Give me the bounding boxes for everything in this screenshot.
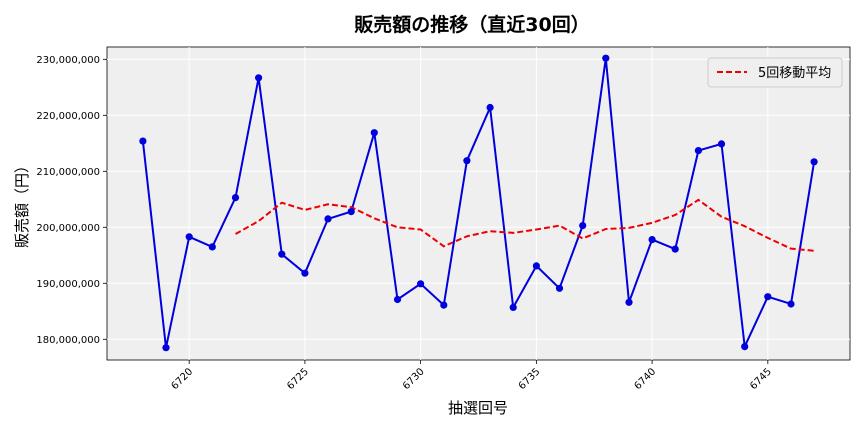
sales-point (370, 129, 378, 137)
x-tick-label: 6745 (748, 366, 774, 392)
sales-point (278, 250, 286, 258)
x-tick-label: 6730 (401, 366, 427, 392)
series-lines (141, 58, 816, 351)
y-tick-label: 230,000,000 (36, 55, 100, 66)
sales-point (648, 236, 656, 244)
sales-point (324, 215, 332, 223)
sales-point (741, 343, 749, 351)
sales-point (208, 243, 216, 251)
legend-label-moving-average: 5回移動平均 (758, 66, 831, 81)
sales-line (141, 58, 816, 351)
x-tick-label: 6720 (170, 366, 196, 392)
sales-point (440, 301, 448, 309)
y-tick-label: 220,000,000 (36, 111, 100, 122)
sales-point (694, 147, 703, 155)
moving-average-line (235, 198, 815, 252)
sales-point (486, 103, 494, 112)
sales-point (139, 137, 147, 145)
sales-point (509, 303, 517, 311)
grid-lines (107, 47, 850, 360)
sales-point (162, 344, 170, 352)
chart-title: 販売額の推移（直近30回） (354, 13, 589, 36)
sales-point (532, 262, 541, 270)
x-tick-label: 6725 (285, 366, 311, 392)
sales-point (463, 157, 471, 165)
x-tick-label: 6735 (517, 366, 543, 392)
y-axis-label: 販売額（円） (13, 158, 31, 248)
x-axis-label: 抽選回号 (448, 399, 508, 417)
sales-point (347, 208, 355, 216)
sales-point (717, 140, 726, 148)
sales-point (764, 293, 772, 301)
sales-point (417, 280, 425, 288)
plot-area (106, 46, 851, 361)
sales-point (231, 194, 240, 202)
series-markers (139, 54, 818, 352)
sales-point (810, 158, 818, 166)
sales-point (579, 222, 587, 230)
x-tick-label: 6740 (632, 366, 658, 392)
y-tick-label: 190,000,000 (36, 279, 100, 290)
sales-point (787, 300, 795, 308)
sales-point (671, 245, 679, 253)
sales-point (555, 284, 564, 292)
sales-point (255, 74, 263, 82)
y-tick-label: 180,000,000 (36, 335, 100, 346)
sales-point (625, 298, 633, 306)
sales-point (393, 295, 402, 304)
sales-point (185, 233, 193, 241)
y-tick-label: 210,000,000 (36, 167, 100, 178)
sales-point (602, 54, 610, 62)
legend-box (707, 57, 843, 88)
legend: 5回移動平均 (707, 57, 843, 88)
sales-point (301, 269, 309, 277)
y-tick-label: 200,000,000 (36, 223, 100, 234)
